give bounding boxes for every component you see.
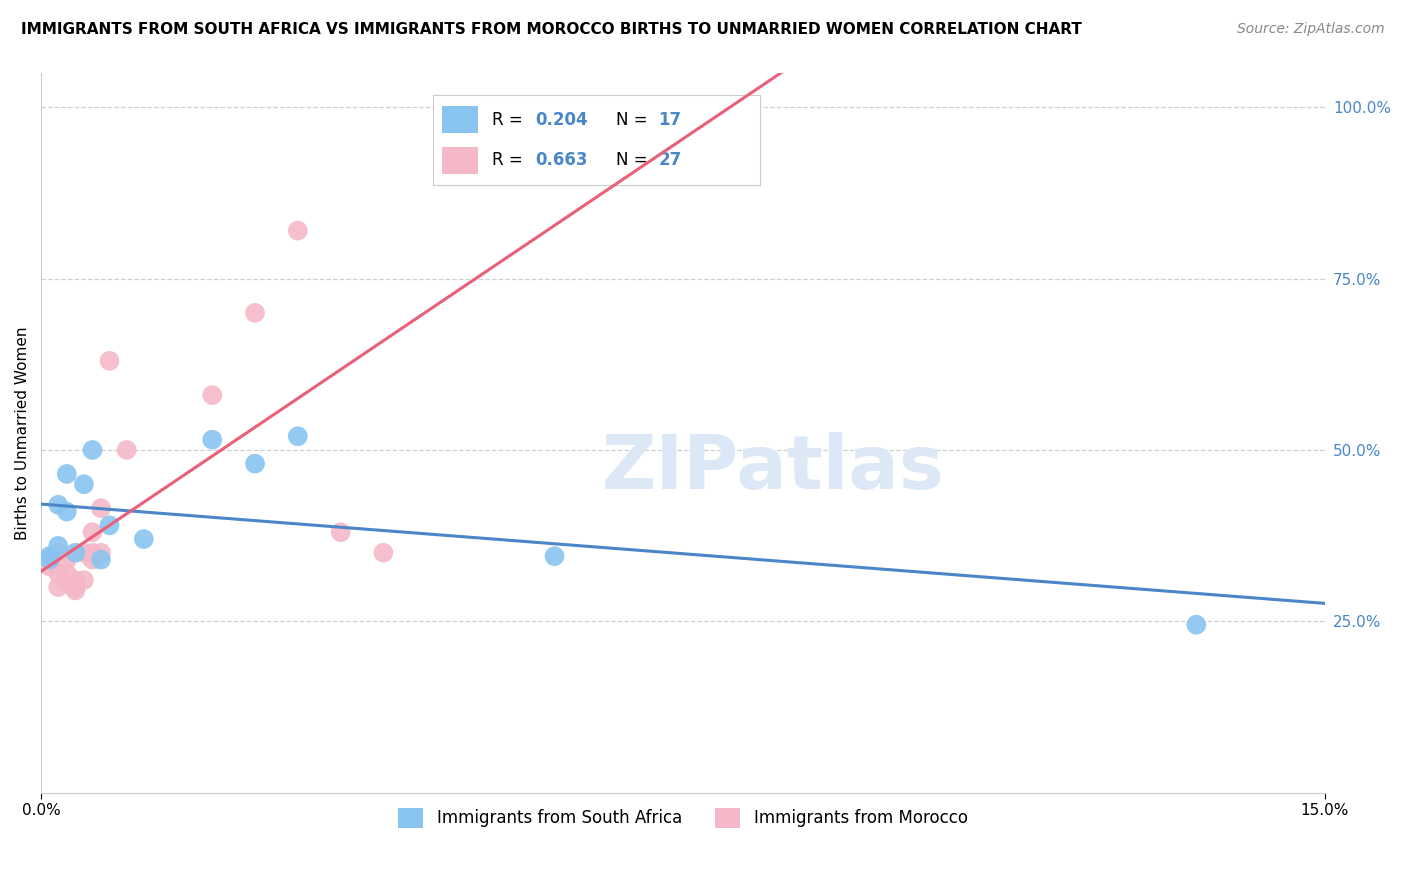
Point (90, 546, 112, 560)
Point (373, 546, 395, 560)
Point (55, 467, 77, 481)
Point (55, 552, 77, 566)
Point (329, 525, 352, 540)
Point (46, 539, 69, 553)
Point (65, 546, 87, 560)
Point (82, 525, 104, 540)
Point (132, 532, 155, 546)
Point (46, 546, 69, 560)
Point (73, 477, 96, 491)
Point (46, 566, 69, 581)
Point (46, 580, 69, 594)
Point (38, 559, 60, 574)
Point (543, 148, 565, 162)
Point (55, 576, 77, 591)
Point (90, 501, 112, 516)
Point (201, 433, 224, 447)
Y-axis label: Births to Unmarried Women: Births to Unmarried Women (15, 326, 30, 540)
Text: ZIPatlas: ZIPatlas (602, 433, 943, 505)
Point (73, 573, 96, 587)
Point (65, 583, 87, 598)
Legend: Immigrants from South Africa, Immigrants from Morocco: Immigrants from South Africa, Immigrants… (392, 801, 974, 835)
Point (82, 552, 104, 566)
Point (287, 224, 309, 238)
Point (201, 388, 224, 402)
Point (243, 457, 266, 471)
Point (73, 546, 96, 560)
Point (38, 549, 60, 564)
Point (38, 552, 60, 566)
Point (98, 518, 121, 533)
Point (243, 306, 266, 320)
Point (46, 498, 69, 512)
Point (543, 549, 565, 564)
Point (287, 429, 309, 443)
Point (90, 552, 112, 566)
Point (98, 354, 121, 368)
Point (38, 552, 60, 566)
Text: IMMIGRANTS FROM SOUTH AFRICA VS IMMIGRANTS FROM MOROCCO BIRTHS TO UNMARRIED WOME: IMMIGRANTS FROM SOUTH AFRICA VS IMMIGRAN… (21, 22, 1083, 37)
Point (1185, 617, 1208, 632)
Point (82, 442, 104, 457)
Point (115, 442, 138, 457)
Point (55, 505, 77, 519)
Text: Source: ZipAtlas.com: Source: ZipAtlas.com (1237, 22, 1385, 37)
Point (65, 580, 87, 594)
Point (65, 573, 87, 587)
Point (55, 566, 77, 581)
Point (38, 549, 60, 564)
Point (82, 546, 104, 560)
